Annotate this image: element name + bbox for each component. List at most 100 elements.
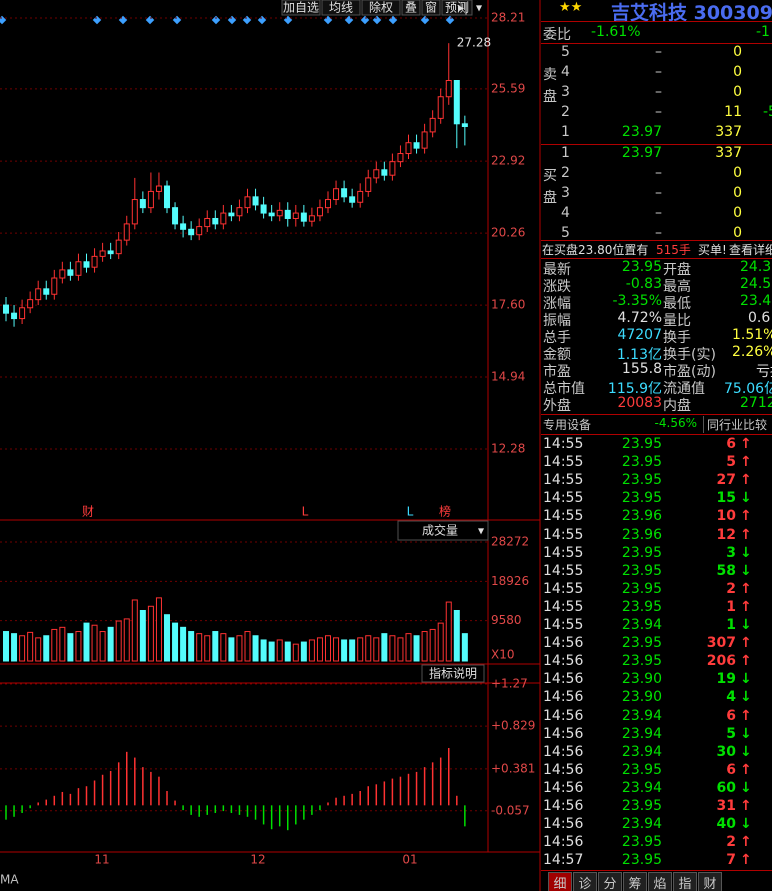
tick-arrow: ↓ bbox=[740, 617, 752, 633]
tick-volume: 30 bbox=[716, 743, 736, 760]
value: -3.35% bbox=[612, 293, 662, 309]
tick-arrow: ↑ bbox=[740, 798, 752, 814]
volume-bar bbox=[252, 635, 259, 662]
volume-bar bbox=[437, 622, 444, 662]
level: 3 bbox=[561, 84, 570, 100]
icon[interactable]: ▾ bbox=[476, 1, 482, 15]
y-tick-label: 17.60 bbox=[491, 298, 525, 312]
label: 金额 bbox=[543, 347, 571, 363]
candle-body bbox=[11, 312, 18, 320]
candle-body bbox=[373, 169, 380, 179]
volume-bar bbox=[244, 631, 251, 662]
volume-bar bbox=[357, 637, 364, 662]
candle-body bbox=[341, 188, 348, 198]
indicator-selector[interactable] bbox=[397, 520, 489, 541]
volume: 0 bbox=[733, 225, 742, 241]
value: 2712 bbox=[740, 395, 772, 411]
y-tick-label: 25.59 bbox=[491, 81, 525, 95]
label: 涨跌 bbox=[543, 279, 571, 295]
volume-bar bbox=[155, 597, 162, 662]
value: 20083 bbox=[617, 395, 662, 411]
candle-body bbox=[453, 79, 460, 125]
y-tick-label: -0.057 bbox=[491, 803, 530, 817]
tick-arrow: ↑ bbox=[740, 598, 752, 615]
toolbar-button[interactable] bbox=[361, 0, 401, 16]
tick-time: 14:56 bbox=[543, 798, 584, 814]
level: 5 bbox=[561, 44, 570, 60]
volume: 11 bbox=[724, 104, 742, 120]
value: 亏损 bbox=[756, 364, 772, 380]
toolbar-label: 加自选 bbox=[283, 1, 319, 15]
tick-price: 23.95 bbox=[621, 798, 662, 814]
candle-body bbox=[91, 255, 98, 268]
tick-arrow: ↑ bbox=[740, 852, 752, 869]
tick-volume: 60 bbox=[716, 779, 736, 796]
volume-bar bbox=[75, 631, 82, 662]
tick-arrow: ↑ bbox=[740, 508, 752, 525]
icon[interactable]: ▸| bbox=[458, 1, 468, 15]
chart: 加自选 均线 除权叠窗预测▸| ▾ 28.21 25.59 22.92 20.26 17.60 1… bbox=[0, 0, 541, 891]
volume-bar bbox=[19, 635, 26, 662]
candle-body bbox=[67, 269, 74, 276]
toolbar-button[interactable] bbox=[401, 0, 421, 16]
tick-arrow: ↓ bbox=[740, 562, 752, 579]
tick-price: 23.95 bbox=[621, 761, 662, 778]
tick-volume: 6 bbox=[726, 436, 736, 452]
tick-time: 14:56 bbox=[543, 653, 584, 670]
level: 5 bbox=[561, 225, 570, 241]
tab[interactable]: 财 bbox=[698, 872, 722, 891]
toolbar-button[interactable] bbox=[281, 0, 321, 16]
price: – bbox=[655, 225, 662, 241]
tab[interactable]: 指 bbox=[673, 872, 697, 891]
toolbar-button[interactable] bbox=[441, 0, 473, 16]
volume-bar bbox=[51, 628, 58, 662]
volume-bar bbox=[67, 633, 74, 662]
tick-price: 23.94 bbox=[621, 725, 662, 742]
tick-price: 23.95 bbox=[621, 490, 662, 507]
compare-button[interactable]: 同行业比较 bbox=[703, 416, 767, 433]
divider bbox=[541, 144, 772, 145]
tick-price: 23.94 bbox=[621, 617, 662, 633]
volume-bar bbox=[461, 633, 468, 662]
event-diamond bbox=[257, 15, 267, 25]
candle-body bbox=[172, 207, 179, 225]
tick-time: 14:55 bbox=[543, 598, 584, 615]
divider bbox=[541, 21, 772, 22]
candle-body bbox=[413, 142, 420, 149]
tick-price: 23.95 bbox=[621, 852, 662, 869]
candle-body bbox=[220, 212, 227, 225]
label: 总市值 bbox=[543, 381, 585, 397]
tab[interactable]: 细 bbox=[548, 872, 572, 891]
candle-body bbox=[155, 185, 162, 192]
notice-link[interactable]: 查看详细 bbox=[729, 243, 772, 257]
y-tick-label: 18926 bbox=[491, 574, 529, 588]
stock-title: 吉艾科技 300309 bbox=[611, 2, 772, 24]
toolbar-button[interactable] bbox=[421, 0, 441, 16]
tab[interactable]: 筹 bbox=[623, 872, 647, 891]
candle-body bbox=[75, 261, 82, 276]
tab[interactable]: 分 bbox=[598, 872, 622, 891]
volume-bar bbox=[115, 620, 122, 662]
volume-bar bbox=[276, 639, 283, 662]
divider bbox=[541, 434, 772, 435]
notice: 在买盘23.80位置有 bbox=[542, 243, 649, 257]
candle-body bbox=[284, 209, 291, 219]
volume-bar bbox=[220, 633, 227, 662]
volume-bar bbox=[164, 614, 170, 662]
value: 23.4 bbox=[740, 293, 772, 309]
toolbar-button[interactable] bbox=[321, 0, 361, 16]
indicator-help-button[interactable] bbox=[421, 664, 485, 683]
stars: ★★ bbox=[559, 0, 583, 15]
tick-time: 14:56 bbox=[543, 834, 584, 851]
volume-bar bbox=[308, 639, 315, 662]
label: 量比 bbox=[663, 313, 691, 329]
tab[interactable]: 焰 bbox=[648, 872, 672, 891]
tick-price: 23.95 bbox=[621, 635, 662, 652]
toolbar-label: 叠 bbox=[405, 1, 417, 15]
volume-bar bbox=[292, 643, 299, 662]
tick-volume: 4 bbox=[726, 689, 736, 706]
tab[interactable]: 诊 bbox=[573, 872, 597, 891]
notice-amount: 515手 bbox=[656, 243, 691, 257]
candle-body bbox=[83, 261, 90, 268]
tick-price: 23.95 bbox=[621, 472, 662, 489]
